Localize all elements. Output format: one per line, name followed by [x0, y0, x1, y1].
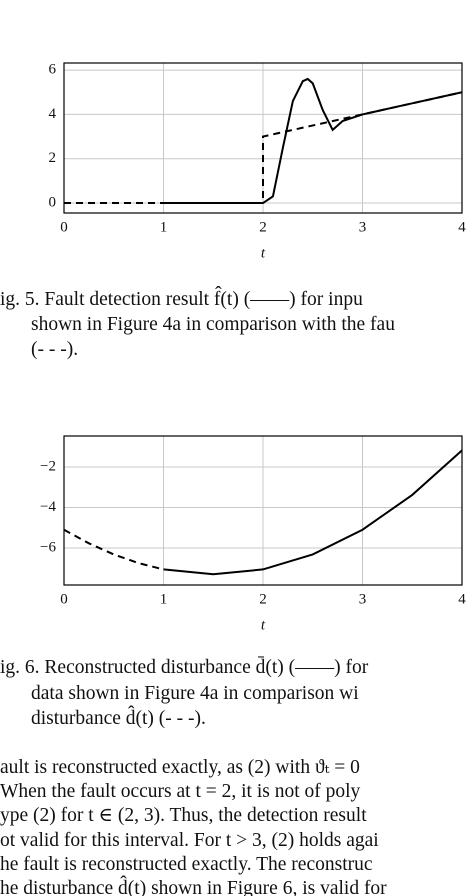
caption-line: data shown in Figure 4a in comparison wi: [31, 683, 359, 704]
x-tick-label: 1: [160, 219, 168, 235]
body-line: ault is reconstructed exactly, as (2) wi…: [0, 757, 360, 778]
x-axis-label: t: [261, 617, 266, 633]
x-tick-label: 4: [458, 219, 466, 235]
caption-line: ig. 5. Fault detection result f̂(t) (——)…: [0, 289, 363, 310]
x-tick-label: 4: [458, 591, 466, 607]
caption-line: ig. 6. Reconstructed disturbance d̄(t) (…: [0, 657, 369, 678]
caption-line: disturbance d̂(t) (- - -).: [31, 708, 206, 729]
y-tick-label: −6: [40, 539, 56, 555]
body-line: When the fault occurs at t = 2, it is no…: [0, 781, 361, 802]
body-line: ype (2) for t ∈ (2, 3). Thus, the detect…: [0, 805, 367, 826]
x-tick-label: 3: [359, 219, 367, 235]
y-tick-label: 4: [49, 106, 57, 122]
y-tick-label: 2: [49, 150, 57, 166]
caption-line: (- - -).: [31, 339, 79, 360]
series-line: [63, 528, 164, 571]
y-tick-label: 0: [49, 194, 57, 210]
plot-frame: [63, 435, 463, 586]
body-line: he disturbance d̂(t) shown in Figure 6, …: [0, 878, 387, 896]
plot-frame: [63, 62, 463, 214]
x-tick-label: 1: [160, 591, 168, 607]
x-tick-label: 0: [60, 219, 68, 235]
x-tick-label: 3: [359, 591, 367, 607]
x-tick-label: 0: [60, 591, 68, 607]
series-line: [163, 77, 463, 205]
x-axis-label: t: [261, 245, 266, 261]
x-tick-label: 2: [259, 591, 267, 607]
caption-line: shown in Figure 4a in comparison with th…: [31, 314, 395, 335]
body-line: ot valid for this interval. For t > 3, (…: [0, 830, 379, 851]
y-tick-label: −2: [40, 458, 56, 474]
x-tick-label: 2: [259, 219, 267, 235]
body-line: he fault is reconstructed exactly. The r…: [0, 854, 373, 875]
series-line: [163, 449, 463, 576]
y-tick-label: −4: [40, 499, 56, 515]
y-tick-label: 6: [49, 62, 57, 78]
